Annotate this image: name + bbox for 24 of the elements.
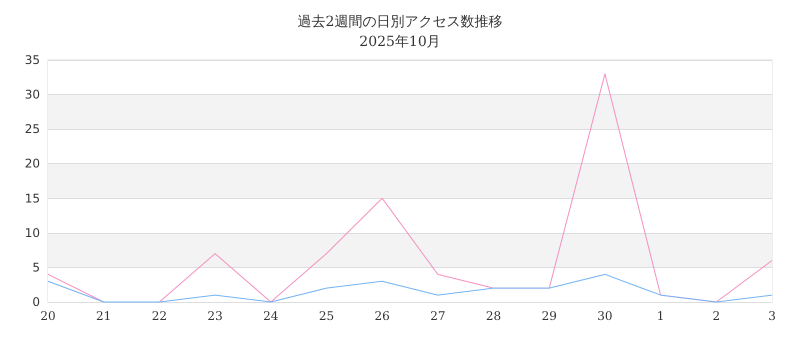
y-tick-label: 25: [24, 122, 40, 136]
y-tick-label: 10: [24, 226, 40, 240]
line-series: [48, 274, 772, 302]
y-tick-label: 0: [32, 295, 40, 309]
x-tick-label: 29: [542, 309, 557, 323]
x-tick-label: 28: [486, 309, 502, 323]
x-tick-label: 23: [207, 309, 223, 323]
y-tick-label: 5: [32, 260, 40, 274]
x-tick-label: 26: [374, 309, 390, 323]
x-tick-label: 21: [96, 309, 112, 323]
x-tick-label: 22: [152, 309, 168, 323]
x-tick-label: 2: [712, 309, 720, 323]
x-tick-label: 30: [597, 309, 613, 323]
x-tick-label: 1: [656, 309, 664, 323]
y-tick-label: 20: [24, 156, 40, 171]
x-tick-label: 24: [263, 309, 279, 323]
x-tick-label: 3: [768, 309, 776, 323]
x-tick-label: 25: [318, 309, 334, 323]
y-tick-label: 30: [24, 88, 40, 102]
x-tick-label: 27: [430, 309, 446, 323]
y-tick-label: 35: [24, 53, 40, 67]
chart-title: 過去2週間の日別アクセス数推移: [298, 14, 502, 30]
y-tick-label: 15: [24, 191, 40, 206]
chart-subtitle: 2025年10月: [359, 34, 441, 50]
